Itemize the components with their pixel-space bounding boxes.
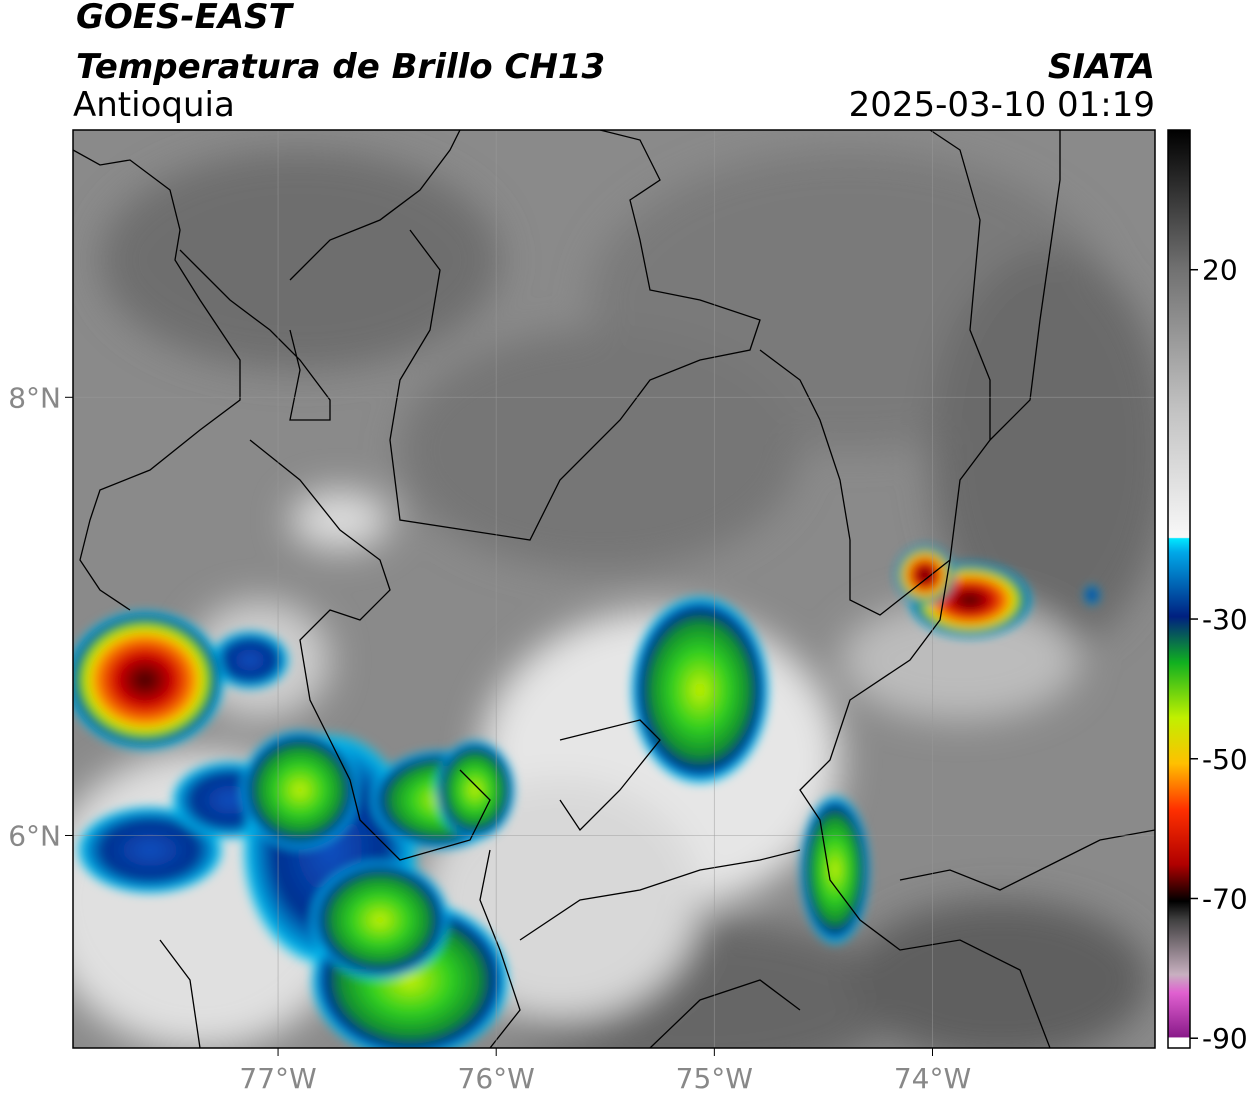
map-frame — [72, 129, 1156, 1049]
colorbar-tick-label: -70 — [1202, 882, 1248, 915]
product: GOES-EAST — [76, 0, 295, 37]
y-tick-label: 6°N — [8, 819, 61, 852]
colorbar — [1167, 129, 1191, 1049]
y-tick-label: 8°N — [8, 381, 61, 414]
colorbar-tick-label: 20 — [1202, 254, 1238, 287]
satellite-image — [73, 130, 1155, 1048]
colorbar-tick-label: -90 — [1202, 1022, 1248, 1055]
x-tick-label: 77°W — [239, 1062, 316, 1095]
graticule — [73, 130, 1155, 1048]
x-tick-label: 74°W — [894, 1062, 971, 1095]
colorbar-tick-label: -30 — [1202, 603, 1248, 636]
x-tick-label: 75°W — [676, 1062, 753, 1095]
region: Antioquia — [73, 85, 235, 125]
x-tick-label: 76°W — [458, 1062, 535, 1095]
title: Temperatura de Brillo CH13 — [76, 47, 605, 87]
borders — [73, 130, 1155, 1048]
datetime: 2025-03-10 01:19 — [849, 85, 1155, 125]
colorbar-tick-label: -50 — [1202, 743, 1248, 776]
agency: SIATA — [1048, 47, 1155, 87]
